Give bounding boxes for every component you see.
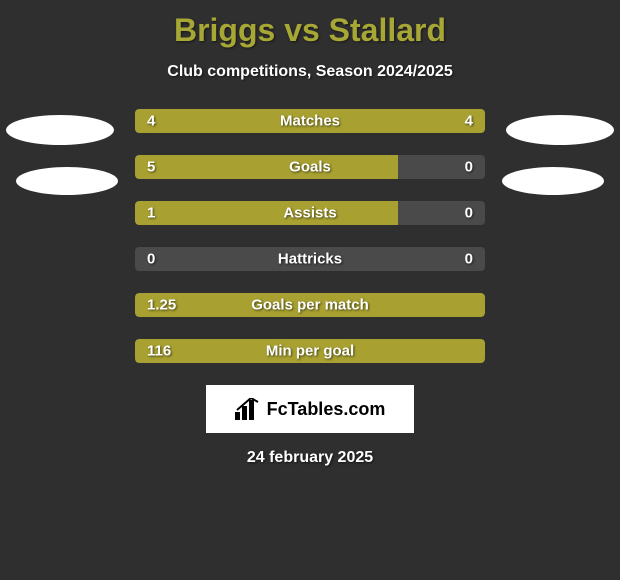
- stat-label: Min per goal: [266, 343, 354, 360]
- stat-value-right: 0: [465, 205, 473, 222]
- snapshot-date: 24 february 2025: [0, 449, 620, 467]
- stat-label: Matches: [280, 113, 340, 130]
- stat-row: 116 Min per goal: [135, 339, 485, 363]
- stat-row: 4 4 Matches: [135, 109, 485, 133]
- stat-label: Goals: [289, 159, 331, 176]
- source-badge: FcTables.com: [206, 385, 414, 433]
- player-left-portrait-placeholder: [6, 115, 114, 145]
- stat-value-right: 0: [465, 159, 473, 176]
- stat-bar-left: [135, 201, 398, 225]
- stat-row: 1.25 Goals per match: [135, 293, 485, 317]
- stat-value-left: 4: [147, 113, 155, 130]
- comparison-area: 4 4 Matches 5 0 Goals 1 0 Assists 0 0 Hattricks 1.25…: [0, 109, 620, 467]
- stat-label: Assists: [283, 205, 336, 222]
- page-subtitle: Club competitions, Season 2024/2025: [0, 63, 620, 81]
- stat-value-left: 0: [147, 251, 155, 268]
- stat-value-right: 0: [465, 251, 473, 268]
- stat-value-left: 1: [147, 205, 155, 222]
- stat-row: 1 0 Assists: [135, 201, 485, 225]
- stat-value-left: 1.25: [147, 297, 176, 314]
- stat-row: 0 0 Hattricks: [135, 247, 485, 271]
- stat-bar-left: [135, 155, 398, 179]
- stat-value-left: 116: [147, 343, 171, 360]
- stat-bars: 4 4 Matches 5 0 Goals 1 0 Assists 0 0 Hattricks 1.25…: [135, 109, 485, 363]
- page-title: Briggs vs Stallard: [0, 0, 620, 49]
- stat-value-right: 4: [465, 113, 473, 130]
- player-right-portrait-placeholder: [506, 115, 614, 145]
- stat-label: Goals per match: [251, 297, 369, 314]
- fctables-logo-icon: [235, 398, 261, 420]
- player-right-club-placeholder: [502, 167, 604, 195]
- stat-label: Hattricks: [278, 251, 342, 268]
- source-badge-text: FcTables.com: [267, 399, 386, 420]
- stat-row: 5 0 Goals: [135, 155, 485, 179]
- player-left-club-placeholder: [16, 167, 118, 195]
- stat-value-left: 5: [147, 159, 155, 176]
